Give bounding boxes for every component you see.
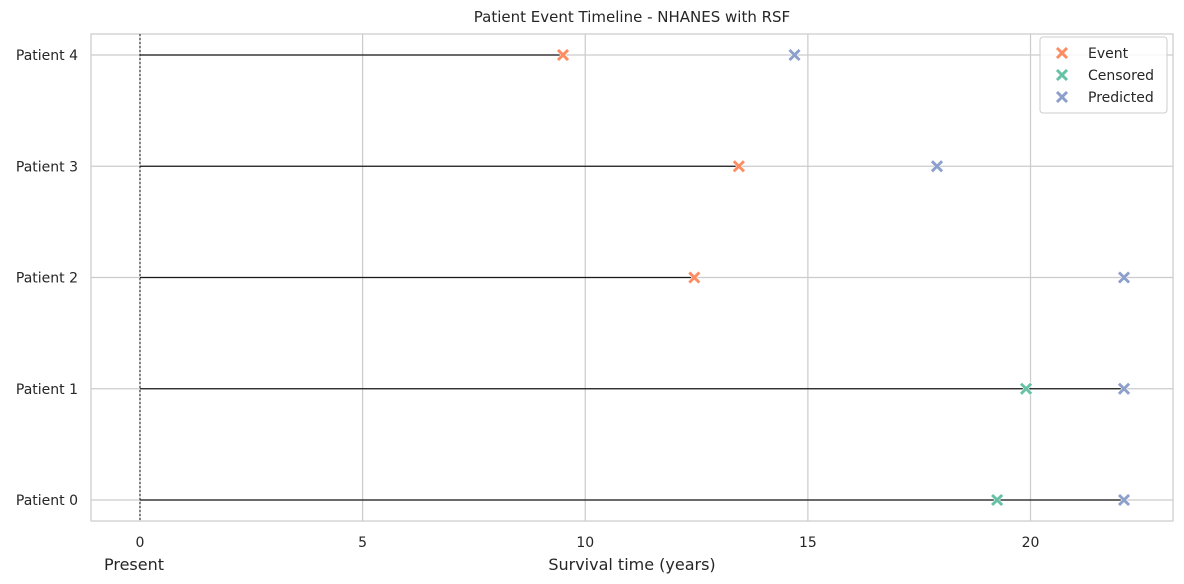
- legend-label-event: Event: [1088, 46, 1129, 62]
- y-tick-label: Patient 3: [16, 159, 78, 175]
- x-tick-label: 10: [576, 535, 594, 551]
- chart-title: Patient Event Timeline - NHANES with RSF: [474, 8, 790, 26]
- legend-marker-censored: [1055, 68, 1069, 82]
- y-tick-labels: Patient 0 Patient 1 Patient 2 Patient 3 Pati…: [16, 48, 78, 509]
- y-tick-label: Patient 2: [16, 271, 78, 287]
- marker-layer: [556, 48, 1131, 507]
- legend-marker-predicted: [1055, 90, 1069, 104]
- marker-event: [556, 48, 570, 62]
- legend-box: [1039, 36, 1168, 114]
- x-tick-labels: 0 5 10 15 20: [136, 535, 1040, 551]
- marker-predicted: [1117, 381, 1131, 396]
- marker-predicted: [787, 48, 802, 62]
- x-tick-label: 0: [136, 535, 145, 551]
- marker-predicted: [930, 159, 944, 174]
- x-tick-label: 20: [1022, 535, 1040, 551]
- marker-censored: [1019, 381, 1034, 396]
- marker-predicted: [1117, 270, 1131, 285]
- marker-event: [731, 159, 746, 174]
- present-label: Present: [104, 555, 164, 574]
- legend-marker-event: [1055, 46, 1069, 60]
- y-tick-label: Patient 0: [16, 493, 78, 509]
- legend-label-predicted: Predicted: [1088, 90, 1154, 106]
- marker-censored: [990, 493, 1005, 507]
- plot-frame: [90, 33, 1174, 522]
- x-tick-label: 15: [799, 535, 817, 551]
- marker-predicted: [1117, 493, 1131, 507]
- legend: Event Censored Predicted: [1039, 36, 1168, 114]
- y-tick-label: Patient 4: [16, 48, 78, 64]
- y-tick-label: Patient 1: [16, 382, 78, 398]
- x-axis-label: Survival time (years): [548, 555, 715, 574]
- marker-event: [687, 270, 702, 285]
- legend-label-censored: Censored: [1088, 68, 1154, 84]
- timeline-layer: [139, 54, 1125, 501]
- x-tick-label: 5: [358, 535, 367, 551]
